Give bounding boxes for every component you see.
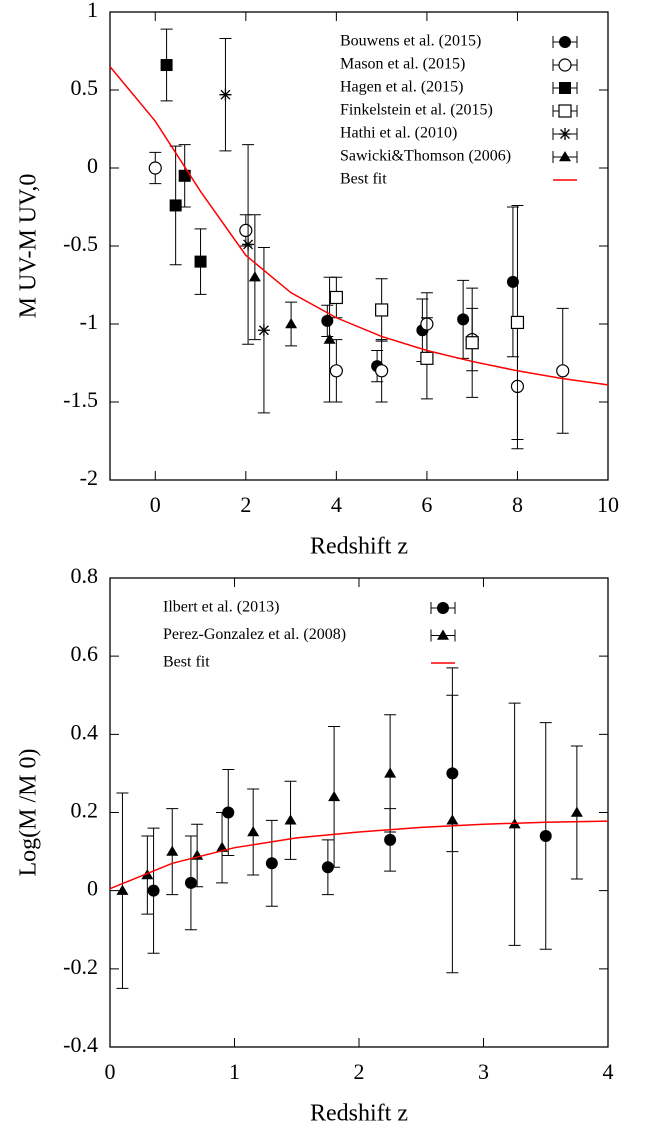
y-tick-label: 0.5 bbox=[71, 75, 99, 100]
legend-marker bbox=[437, 629, 449, 640]
y-tick-label: 0.2 bbox=[71, 798, 99, 823]
data-point bbox=[539, 829, 552, 842]
legend-marker bbox=[559, 82, 571, 94]
data-point bbox=[257, 324, 270, 337]
data-point bbox=[284, 814, 297, 825]
data-point bbox=[321, 861, 334, 874]
y-axis-label: M UV-M UV,0 bbox=[16, 174, 42, 319]
y-tick-label: 0 bbox=[87, 153, 98, 178]
data-point bbox=[328, 790, 341, 802]
legend-marker bbox=[437, 602, 449, 614]
legend-label: Perez-Gonzalez et al. (2008) bbox=[163, 626, 346, 643]
data-point bbox=[222, 806, 235, 819]
legend-label: Mason et al. (2015) bbox=[340, 56, 465, 73]
data-point bbox=[178, 169, 191, 182]
legend-label: Finkelstein et al. (2015) bbox=[340, 102, 493, 119]
legend-marker bbox=[558, 104, 572, 118]
data-point bbox=[323, 333, 336, 344]
legend-marker bbox=[559, 151, 571, 162]
y-tick-label: 0.8 bbox=[71, 563, 99, 588]
data-point bbox=[265, 857, 278, 870]
legend-label: Ilbert et al. (2013) bbox=[163, 599, 279, 616]
x-tick-label: 6 bbox=[421, 492, 432, 517]
x-tick-label: 8 bbox=[512, 492, 523, 517]
y-tick-label: -1 bbox=[80, 309, 98, 334]
legend-marker bbox=[558, 58, 572, 72]
data-point bbox=[239, 223, 253, 237]
data-point bbox=[160, 59, 173, 72]
y-tick-label: 0 bbox=[87, 876, 98, 901]
x-tick-label: 1 bbox=[229, 1059, 240, 1084]
data-point bbox=[184, 876, 197, 889]
data-point bbox=[242, 238, 255, 251]
x-tick-label: 4 bbox=[603, 1059, 614, 1084]
data-point bbox=[420, 351, 434, 365]
x-tick-label: 3 bbox=[478, 1059, 489, 1084]
data-point bbox=[506, 275, 519, 288]
x-tick-label: 0 bbox=[150, 492, 161, 517]
data-point bbox=[384, 833, 397, 846]
data-point bbox=[375, 364, 389, 378]
data-point bbox=[166, 845, 179, 856]
x-axis-label: Redshift z bbox=[310, 1101, 408, 1127]
data-point bbox=[285, 318, 298, 329]
data-point bbox=[329, 290, 343, 305]
legend-label: Hagen et al. (2015) bbox=[340, 79, 464, 96]
x-tick-label: 0 bbox=[105, 1059, 116, 1084]
legend-marker bbox=[559, 36, 571, 48]
x-tick-label: 4 bbox=[331, 492, 342, 517]
legend-marker bbox=[559, 128, 571, 140]
y-axis-label: Log(M /M 0) bbox=[16, 749, 42, 877]
data-point bbox=[248, 271, 261, 282]
y-tick-label: 0.4 bbox=[71, 719, 99, 744]
y-tick-label: -0.5 bbox=[63, 231, 98, 256]
data-point bbox=[247, 826, 260, 837]
data-point bbox=[329, 364, 343, 378]
x-axis-label: Redshift z bbox=[310, 534, 408, 560]
data-point bbox=[556, 364, 570, 378]
y-tick-label: 1 bbox=[87, 0, 98, 22]
fit-line bbox=[109, 820, 609, 890]
y-tick-label: -2 bbox=[80, 465, 98, 490]
data-point bbox=[570, 806, 583, 817]
data-point bbox=[194, 255, 207, 268]
data-point bbox=[321, 314, 334, 327]
data-point bbox=[148, 161, 162, 175]
data-point bbox=[375, 303, 389, 317]
y-tick-label: -0.2 bbox=[63, 954, 98, 979]
data-point bbox=[510, 315, 525, 330]
data-point bbox=[465, 336, 479, 350]
x-tick-label: 2 bbox=[354, 1059, 365, 1084]
y-tick-label: -0.4 bbox=[63, 1032, 98, 1057]
data-point bbox=[457, 313, 470, 326]
x-tick-label: 2 bbox=[240, 492, 251, 517]
x-tick-label: 10 bbox=[597, 492, 619, 517]
data-point bbox=[169, 199, 182, 212]
data-point bbox=[147, 884, 160, 897]
data-point bbox=[219, 88, 232, 101]
legend-label: Best fit bbox=[340, 171, 387, 188]
fit-line bbox=[109, 66, 609, 386]
data-point bbox=[446, 814, 459, 825]
plot-frame bbox=[109, 577, 609, 1048]
y-tick-label: 0.6 bbox=[71, 641, 99, 666]
legend-label: Bouwens et al. (2015) bbox=[340, 33, 481, 50]
legend-label: Hathi et al. (2010) bbox=[340, 125, 457, 142]
legend-label: Best fit bbox=[163, 654, 210, 671]
y-tick-label: -1.5 bbox=[63, 387, 98, 412]
data-point bbox=[116, 884, 129, 895]
data-point bbox=[384, 767, 397, 778]
legend-label: Sawicki&Thomson (2006) bbox=[340, 148, 511, 165]
